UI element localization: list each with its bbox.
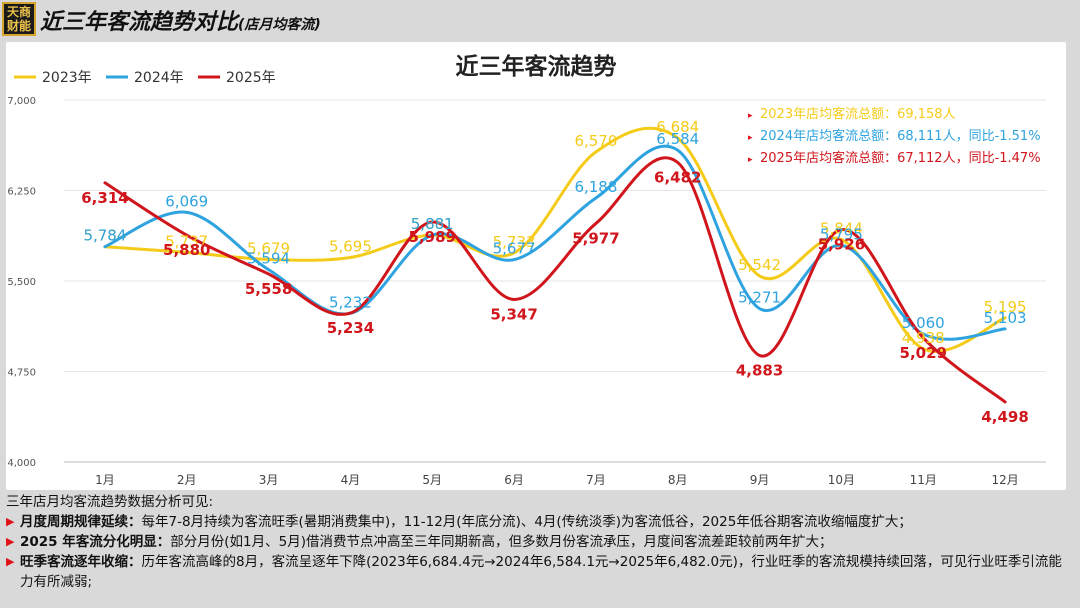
summary-bullet-icon: ▸ (748, 155, 753, 165)
data-label: 6,314 (81, 189, 128, 207)
data-label: 5,558 (245, 280, 292, 298)
y-tick-label: 4,750 (7, 368, 36, 379)
data-label: 5,795 (820, 225, 863, 243)
data-label: 5,881 (411, 215, 454, 233)
note-text-2: 部分月份(如1月、5月)借消费节点冲高至三年同期新高，但多数月份客流承压，月度间… (170, 534, 833, 550)
data-label: 5,060 (902, 314, 945, 332)
data-label: 5,989 (409, 228, 456, 246)
data-label: 5,679 (247, 239, 290, 257)
data-label: 5,029 (900, 344, 947, 362)
summary-line-2: 2024年店均客流总额：68,111人，同比-1.51% (760, 128, 1041, 144)
page-title: 近三年客流趋势对比(店月均客流) (40, 4, 321, 36)
x-tick-label: 7月 (586, 473, 606, 487)
legend-label: 2025年 (226, 70, 276, 86)
logo-text-top: 天商 (6, 5, 31, 19)
data-label: 5,733 (493, 233, 536, 251)
chart-title: 近三年客流趋势 (456, 53, 617, 80)
data-label: 5,271 (738, 289, 781, 307)
x-tick-label: 8月 (668, 473, 688, 487)
x-tick-label: 3月 (259, 473, 279, 487)
summary-line-1: 2023年店均客流总额：69,158人 (760, 106, 956, 122)
data-label: 6,069 (165, 192, 208, 210)
x-tick-label: 5月 (422, 473, 442, 487)
page-title-main: 近三年客流趋势对比 (40, 10, 239, 35)
legend-label: 2024年 (134, 70, 184, 86)
data-label: 6,482 (654, 169, 701, 187)
x-tick-label: 1月 (95, 473, 115, 487)
bullet-icon: ▶ (6, 535, 15, 548)
data-label: 6,684 (656, 118, 699, 136)
data-label: 5,542 (738, 256, 781, 274)
note-item-1: ▶ 月度周期规律延续：每年7-8月持续为客流旺季(暑期消费集中)，11-12月(… (6, 512, 1072, 532)
summary-line-3: 2025年店均客流总额：67,112人，同比-1.47% (760, 150, 1041, 166)
x-tick-label: 12月 (991, 473, 1018, 487)
page-subtitle: (店月均客流) (238, 17, 321, 33)
legend-label: 2023年 (42, 70, 92, 86)
data-label: 5,977 (572, 229, 619, 247)
data-label: 5,232 (329, 293, 372, 311)
data-label: 5,737 (165, 232, 208, 250)
y-tick-label: 7,000 (7, 96, 36, 107)
note-head-2: 2025 年客流分化明显： (20, 534, 171, 550)
data-label: 5,195 (984, 298, 1027, 316)
data-label: 5,881 (411, 215, 454, 233)
data-label: 5,677 (493, 240, 536, 258)
data-label: 5,594 (247, 250, 290, 268)
logo-text-bottom: 财能 (6, 19, 31, 33)
y-tick-label: 4,000 (7, 458, 36, 469)
x-tick-label: 4月 (341, 473, 361, 487)
note-item-3: ▶ 旺季客流逐年收缩：历年客流高峰的8月，客流呈逐年下降(2023年6,684.… (6, 552, 1072, 592)
y-tick-label: 6,250 (7, 187, 36, 198)
x-tick-label: 6月 (504, 473, 524, 487)
summary-bullet-icon: ▸ (748, 133, 753, 143)
chart-panel: 4,000 4,750 5,500 6,250 7,000 1月 2月 3月 4月 5月 6月 7月 8… (6, 42, 1066, 490)
x-tick-label: 2月 (177, 473, 197, 487)
series-line-2025年 (103, 156, 1007, 404)
data-label: 6,188 (574, 178, 617, 196)
series-line-2024年 (103, 144, 1007, 341)
note-head-3: 旺季客流逐年收缩： (20, 554, 142, 570)
note-item-2: ▶ 2025 年客流分化明显：部分月份(如1月、5月)借消费节点冲高至三年同期新… (6, 532, 1072, 552)
notes-intro: 三年店月均客流趋势数据分析可见: (6, 494, 214, 510)
data-label: 6,570 (574, 132, 617, 150)
data-label: 5,784 (83, 227, 126, 245)
data-label: 4,498 (981, 408, 1028, 426)
y-tick-label: 5,500 (7, 277, 36, 288)
bullet-icon: ▶ (6, 515, 15, 528)
data-label: 4,883 (736, 361, 783, 379)
analysis-notes: 三年店月均客流趋势数据分析可见: ▶ 月度周期规律延续：每年7-8月持续为客流旺… (6, 492, 1072, 592)
note-text-1: 每年7-8月持续为客流旺季(暑期消费集中)，11-12月(年底分流)、4月(传统… (141, 514, 912, 530)
summary-bullet-icon: ▸ (748, 111, 753, 121)
data-label: 6,584 (656, 130, 699, 148)
data-label: 5,880 (163, 241, 210, 259)
data-label: 5,234 (327, 319, 374, 337)
header: 天商 财能 近三年客流趋势对比(店月均客流) (0, 0, 1080, 40)
data-label: 4,938 (902, 329, 945, 347)
x-tick-label: 9月 (750, 473, 770, 487)
data-label: 5,103 (984, 309, 1027, 327)
line-chart: 4,000 4,750 5,500 6,250 7,000 1月 2月 3月 4月 5月 6月 7月 8… (7, 53, 1046, 487)
note-text-3: 历年客流高峰的8月，客流呈逐年下降(2023年6,684.4元→2024年6,5… (20, 554, 1062, 590)
brand-logo: 天商 财能 (2, 2, 36, 36)
x-tick-label: 10月 (828, 473, 855, 487)
data-label: 5,844 (820, 219, 863, 237)
data-label: 5,347 (490, 305, 537, 323)
x-tick-label: 11月 (910, 473, 937, 487)
data-label: 5,784 (83, 227, 126, 245)
data-label: 5,926 (818, 236, 865, 254)
data-label: 5,695 (329, 237, 372, 255)
bullet-icon: ▶ (6, 555, 15, 568)
note-head-1: 月度周期规律延续： (20, 514, 142, 530)
